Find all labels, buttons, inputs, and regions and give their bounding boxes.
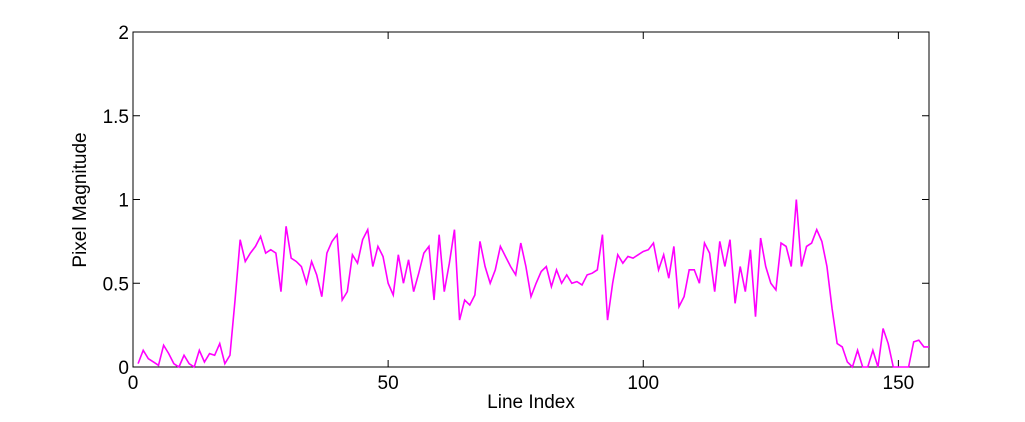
plot-frame <box>132 31 930 368</box>
x-tick-label: 100 <box>627 373 659 394</box>
y-tick-label: 0 <box>118 358 129 379</box>
y-axis-label: Pixel Magnitude <box>70 132 91 267</box>
x-tick-label: 0 <box>128 373 139 394</box>
y-tick-label: 1.5 <box>103 107 129 128</box>
y-tick-label: 0.5 <box>103 274 129 295</box>
y-tick-label: 1 <box>118 191 129 212</box>
x-tick-label: 50 <box>378 373 399 394</box>
x-axis-label: Line Index <box>487 392 575 413</box>
x-tick-label: 150 <box>883 373 915 394</box>
data-line <box>137 199 929 369</box>
y-tick-label: 2 <box>118 23 129 44</box>
